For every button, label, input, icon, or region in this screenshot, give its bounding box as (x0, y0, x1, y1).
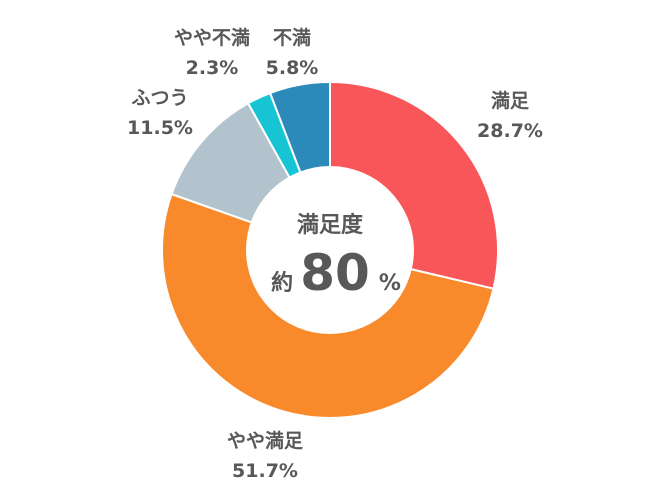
slice-label-2: やや満足 (227, 430, 304, 452)
donut-hole (246, 166, 414, 334)
center-value: 約 80 % (271, 244, 401, 302)
center-number: 80 (300, 244, 370, 302)
slice-label-1: 満足 (491, 90, 530, 112)
center-prefix: 約 (271, 270, 293, 296)
center-suffix: % (379, 271, 401, 296)
slice-value-1: 28.7% (477, 120, 543, 142)
slice-value-5: 5.8% (266, 57, 319, 79)
slice-label-3: ふつう (131, 87, 188, 109)
slice-label-5: 不満 (273, 27, 311, 49)
slice-labels: 満足 28.7% やや満足 51.7% ふつう 11.5% やや不満 2.3% 不満 5.8% (127, 27, 543, 482)
slice-value-3: 11.5% (127, 117, 193, 139)
slice-value-2: 51.7% (232, 460, 298, 482)
slice-label-4: やや不満 (174, 27, 250, 49)
center-title: 満足度 (297, 212, 364, 238)
slice-value-4: 2.3% (186, 57, 239, 79)
